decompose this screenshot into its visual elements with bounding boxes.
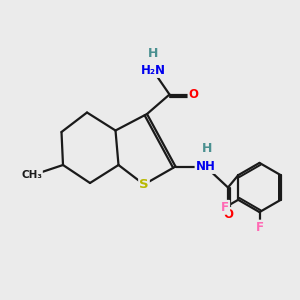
Text: F: F	[221, 201, 229, 214]
Text: O: O	[223, 208, 233, 221]
Text: H₂N: H₂N	[140, 64, 166, 77]
Text: F: F	[256, 220, 263, 234]
Text: O: O	[188, 88, 199, 101]
Text: S: S	[139, 178, 149, 191]
Text: CH₃: CH₃	[21, 170, 42, 181]
Text: H: H	[202, 142, 212, 155]
Text: H: H	[148, 47, 158, 61]
Text: NH: NH	[196, 160, 215, 173]
